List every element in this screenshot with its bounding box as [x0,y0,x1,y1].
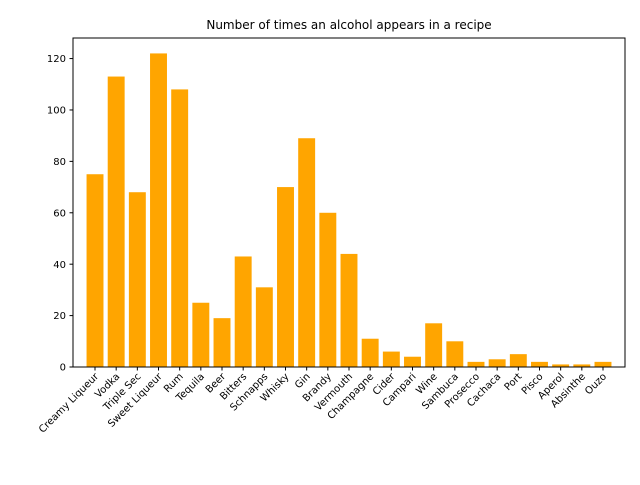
bar-sambuca [446,341,464,367]
bar-absinthe [573,364,591,367]
bar-cider [382,351,400,367]
bar-whisky [277,187,294,367]
y-tick-label: 80 [53,157,66,168]
bar-champagne [361,338,379,367]
y-tick-label: 100 [47,106,66,117]
bars-group [86,53,612,368]
bar-vermouth [340,253,358,367]
bar-bitters [234,256,252,367]
bar-port [509,354,527,367]
bar-prosecco [467,361,485,367]
bar-aperol [552,364,570,367]
bar-vodka [107,76,125,368]
y-axis: 0 20 40 60 80 100 120 [47,54,73,374]
bar-campari [404,356,421,367]
bar-rum [171,89,189,367]
y-tick-label: 40 [53,260,66,271]
bar-ouzo [594,361,612,367]
bar-pisco [531,361,548,367]
bar-wine [425,323,443,367]
bar-creamy-liqueur [86,174,104,367]
bar-gin [298,138,316,367]
x-tick-label: Ouzo [583,371,609,397]
y-tick-label: 60 [53,208,66,219]
y-tick-label: 20 [53,311,66,322]
y-tick-label: 0 [60,363,66,374]
plot-frame [72,37,626,368]
bar-beer [213,318,231,367]
y-tick-label: 120 [47,54,66,65]
bar-brandy [319,212,337,367]
x-tick-label: Creamy Liqueur [37,371,102,436]
bar-schnapps [255,287,273,367]
bar-tequila [192,302,210,367]
bar-triple-sec [128,192,146,367]
chart-title: Number of times an alcohol appears in a … [206,18,491,32]
bar-sweet-liqueur [150,53,167,368]
bar-cachaca [488,359,506,367]
